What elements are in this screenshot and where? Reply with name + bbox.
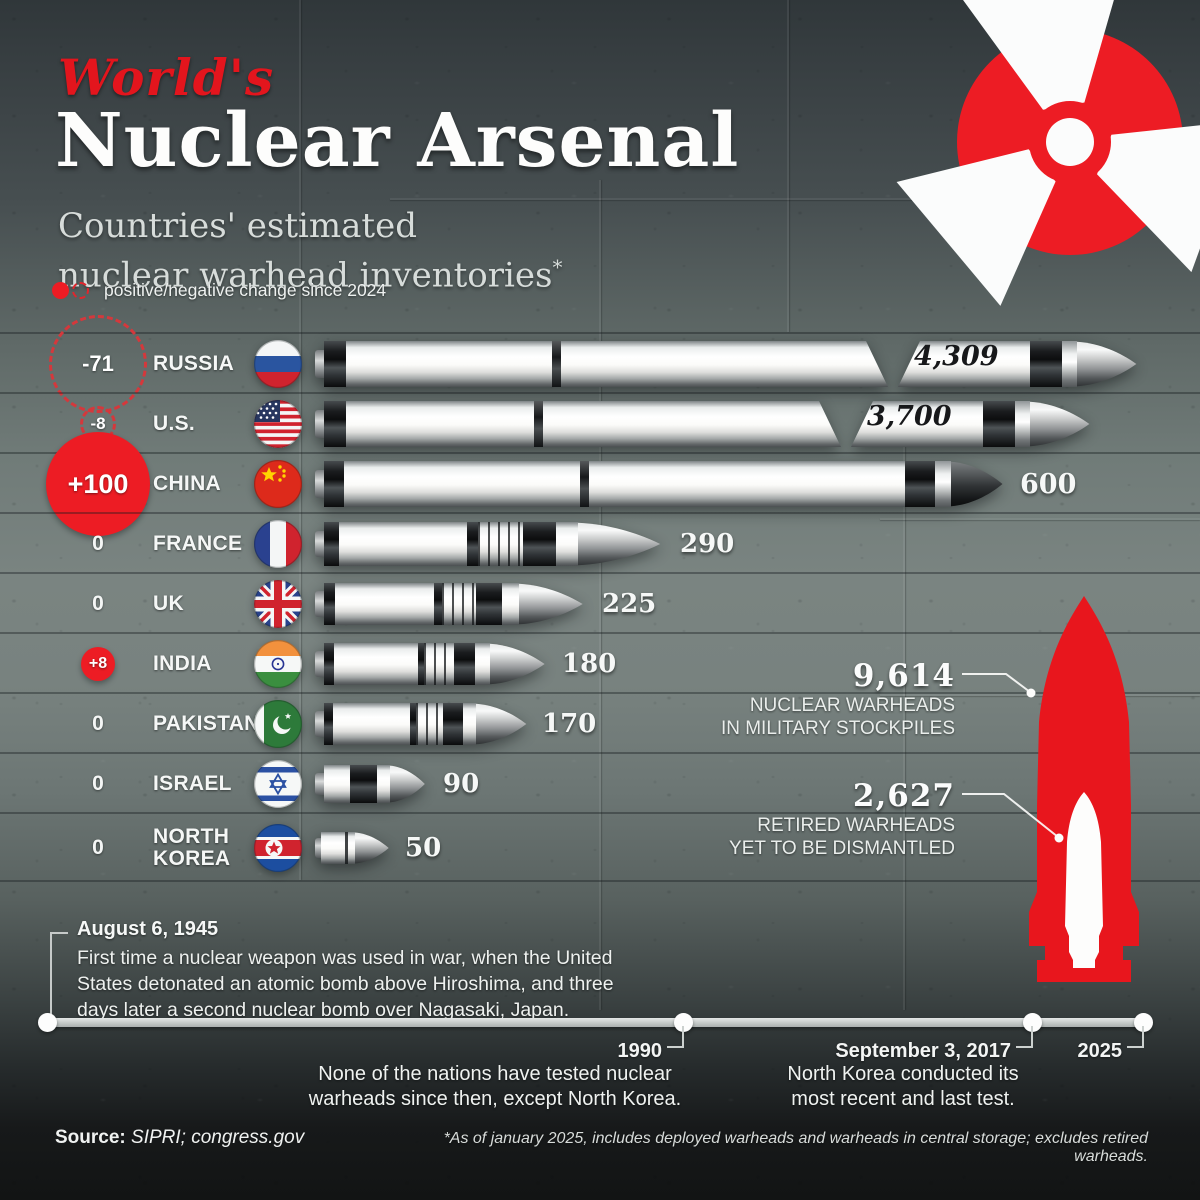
change-badge: +100 [38,432,158,536]
timeline-dot-1990 [674,1013,693,1032]
value-label: 600 [1020,468,1077,500]
change-badge: 0 [92,532,104,555]
row-divider [0,880,1200,882]
missile-bar [315,643,545,685]
connector-1990 [667,1026,684,1048]
value-label: 290 [680,529,735,559]
change-badge: -71 [38,315,158,413]
wall-seam [299,0,301,880]
missile-bar [315,765,425,803]
missile-bar: 3,700 [315,401,1090,447]
timeline-dot-2025 [1134,1013,1153,1032]
radiation-icon [896,0,1200,306]
note-1990: None of the nations have tested nuclear … [308,1063,682,1110]
missile-bar [315,583,583,625]
event-1945-connector [50,932,68,1018]
country-label: CHINA [153,471,221,495]
title-accent: World's [58,48,275,107]
change-badge: +8 [38,634,158,694]
wall-seam [787,0,789,332]
connector-2017 [1016,1026,1033,1048]
country-label: UK [153,591,184,615]
value-label: 3,700 [867,401,952,432]
france-flag-icon [254,514,302,574]
country-label: ISRAEL [153,771,232,795]
subtitle: Countries' estimated nuclear warhead inv… [58,206,563,296]
russia-flag-icon [254,334,302,394]
uk-flag-icon [254,574,302,634]
page-title: Nuclear Arsenal [55,98,740,184]
change-badge: 0 [92,712,104,735]
value-label: 50 [405,833,442,863]
value-label: 170 [542,709,597,739]
missile-bar [315,832,389,864]
country-label: RUSSIA [153,351,235,375]
footnote-mark: * [552,255,563,279]
source-credit: Source: SIPRI; congress.gov [55,1127,305,1148]
note-2017: North Korea conducted its most recent an… [787,1063,1019,1110]
india-flag-icon [254,634,302,694]
country-row-china: +100 CHINA 600 [0,432,1200,536]
country-label: PAKISTAN [153,711,260,735]
country-row-france: 0 FRANCE 290 [0,512,1200,574]
pakistan-flag-icon [254,694,302,754]
footnote: *As of january 2025, includes deployed w… [443,1130,1148,1165]
white-missile-icon [1065,792,1103,968]
country-label: FRANCE [153,531,243,555]
wall-seam [880,694,1200,696]
missile-bar [315,522,661,566]
positive-change-icon [52,282,69,299]
retired-annotation: 2,627 RETIRED WARHEADS YET TO BE DISMANT… [729,778,955,859]
country-row-pakistan: 0 PAKISTAN 170 [0,692,1200,754]
timeline-label-2025: 2025 [1077,1040,1123,1062]
value-label: 90 [443,769,480,799]
country-row-us: -8 U.S. 3,700 [0,392,1200,454]
wall-seam [599,180,601,1010]
change-badge: 0 [92,772,104,795]
china-flag-icon [254,454,302,514]
country-row-north-korea: 0 NORTH KOREA 50 [0,812,1200,882]
timeline-label-1990: 1990 [617,1040,663,1062]
stockpile-annotation: 9,614 NUCLEAR WARHEADS IN MILITARY STOCK… [720,658,955,739]
value-label: 225 [602,589,657,619]
red-missile-icon [1029,596,1139,982]
connector-2025 [1127,1026,1144,1048]
event-1945-date: August 6, 1945 [77,918,219,940]
wall-seam [390,198,1200,200]
missile-bar: 4,309 [315,341,1137,387]
north-korea-flag-icon [254,814,302,882]
change-badge: 0 [92,592,104,615]
event-1945: August 6, 1945 First time a nuclear weap… [77,918,614,1021]
country-label: NORTH KOREA [153,824,231,870]
timeline-dot-1945 [38,1013,57,1032]
change-badge: 0 [92,836,104,859]
legend-label: positive/negative change since 2024 [104,280,387,300]
us-flag-icon [254,394,302,454]
wall-seam [903,430,905,1010]
change-legend: positive/negative change since 2024 [52,280,386,301]
value-label: 4,309 [914,341,999,372]
timeline-bar [48,1018,1148,1027]
value-label: 180 [562,649,617,679]
israel-flag-icon [254,754,302,814]
timeline-label-2017: September 3, 2017 [835,1040,1011,1062]
country-label: U.S. [153,411,196,435]
country-row-uk: 0 UK 225 [0,572,1200,634]
wall-seam [880,518,1200,520]
country-row-russia: -71 RUSSIA 4,309 [0,315,1200,413]
country-row-israel: 0 ISRAEL 90 [0,752,1200,814]
negative-change-icon [72,282,89,299]
country-label: INDIA [153,651,212,675]
missile-bar [315,703,527,745]
country-row-india: +8 INDIA 180 [0,632,1200,694]
missile-bar [315,461,1003,507]
timeline-dot-2017 [1023,1013,1042,1032]
